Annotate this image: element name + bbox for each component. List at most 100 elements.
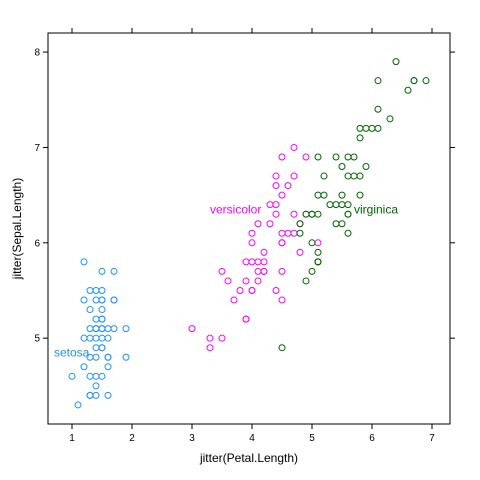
data-point-virginica bbox=[338, 191, 346, 199]
data-point-setosa bbox=[92, 391, 100, 399]
data-point-versicolor bbox=[296, 248, 304, 256]
data-point-virginica bbox=[344, 201, 352, 209]
data-point-setosa bbox=[80, 258, 88, 266]
data-point-versicolor bbox=[272, 210, 280, 218]
data-point-setosa bbox=[104, 363, 112, 371]
data-point-virginica bbox=[296, 220, 304, 228]
data-point-versicolor bbox=[254, 277, 262, 285]
data-point-setosa bbox=[92, 325, 100, 333]
data-point-versicolor bbox=[290, 172, 298, 180]
data-point-setosa bbox=[80, 334, 88, 342]
data-point-versicolor bbox=[206, 344, 214, 352]
data-point-versicolor bbox=[260, 248, 268, 256]
data-point-virginica bbox=[362, 163, 370, 171]
data-point-versicolor bbox=[242, 258, 250, 266]
data-point-virginica bbox=[308, 267, 316, 275]
y-tick-label: 8 bbox=[34, 48, 40, 59]
data-point-versicolor bbox=[284, 229, 292, 237]
data-point-versicolor bbox=[218, 334, 226, 342]
y-tick-label: 6 bbox=[34, 238, 40, 249]
x-tick-label: 2 bbox=[129, 433, 135, 444]
data-point-versicolor bbox=[224, 277, 232, 285]
x-tick-label: 7 bbox=[429, 433, 435, 444]
data-point-setosa bbox=[92, 296, 100, 304]
data-point-versicolor bbox=[248, 229, 256, 237]
data-point-versicolor bbox=[236, 286, 244, 294]
data-point-virginica bbox=[392, 58, 400, 66]
data-point-virginica bbox=[320, 191, 328, 199]
data-point-versicolor bbox=[266, 220, 274, 228]
data-point-virginica bbox=[374, 105, 382, 113]
y-tick-label: 7 bbox=[34, 143, 40, 154]
data-point-virginica bbox=[368, 124, 376, 132]
data-point-setosa bbox=[98, 315, 106, 323]
x-axis-title: jitter(Petal.Length) bbox=[199, 451, 298, 465]
data-point-virginica bbox=[338, 201, 346, 209]
data-point-versicolor bbox=[218, 267, 226, 275]
data-points bbox=[68, 58, 430, 409]
data-point-virginica bbox=[344, 210, 352, 218]
data-point-versicolor bbox=[284, 182, 292, 190]
data-point-virginica bbox=[314, 191, 322, 199]
data-point-virginica bbox=[356, 134, 364, 142]
data-point-setosa bbox=[98, 267, 106, 275]
series-label-setosa: setosa bbox=[54, 345, 90, 359]
data-point-setosa bbox=[80, 363, 88, 371]
axis-ticks: 1 2 3 4 5 6 7 5 6 7 8 bbox=[34, 28, 455, 444]
data-point-versicolor bbox=[278, 267, 286, 275]
data-point-virginica bbox=[344, 153, 352, 161]
data-point-versicolor bbox=[188, 325, 196, 333]
data-point-virginica bbox=[422, 77, 430, 85]
data-point-virginica bbox=[356, 191, 364, 199]
data-point-setosa bbox=[74, 401, 82, 409]
data-point-versicolor bbox=[242, 277, 250, 285]
data-point-virginica bbox=[296, 229, 304, 237]
data-point-setosa bbox=[110, 267, 118, 275]
data-point-versicolor bbox=[260, 267, 268, 275]
data-point-setosa bbox=[98, 296, 106, 304]
data-point-setosa bbox=[98, 306, 106, 314]
data-point-setosa bbox=[122, 325, 130, 333]
data-point-setosa bbox=[92, 382, 100, 390]
data-point-virginica bbox=[410, 77, 418, 85]
data-point-virginica bbox=[404, 86, 412, 94]
data-point-versicolor bbox=[290, 210, 298, 218]
data-point-setosa bbox=[98, 344, 106, 352]
data-point-virginica bbox=[338, 163, 346, 171]
data-point-versicolor bbox=[314, 239, 322, 247]
data-point-virginica bbox=[326, 201, 334, 209]
data-point-versicolor bbox=[278, 191, 286, 199]
data-point-setosa bbox=[98, 325, 106, 333]
data-point-versicolor bbox=[206, 334, 214, 342]
data-point-versicolor bbox=[248, 239, 256, 247]
data-point-virginica bbox=[338, 220, 346, 228]
data-point-virginica bbox=[386, 115, 394, 123]
data-point-virginica bbox=[314, 258, 322, 266]
data-point-virginica bbox=[344, 229, 352, 237]
data-point-virginica bbox=[302, 277, 310, 285]
data-point-versicolor bbox=[266, 201, 274, 209]
data-point-setosa bbox=[80, 296, 88, 304]
data-point-versicolor bbox=[230, 296, 238, 304]
y-tick-label: 5 bbox=[34, 334, 40, 345]
data-point-setosa bbox=[92, 344, 100, 352]
data-point-virginica bbox=[314, 210, 322, 218]
data-point-virginica bbox=[374, 77, 382, 85]
data-point-versicolor bbox=[272, 182, 280, 190]
data-point-setosa bbox=[98, 334, 106, 342]
x-tick-label: 1 bbox=[69, 433, 75, 444]
data-point-virginica bbox=[356, 124, 364, 132]
data-point-versicolor bbox=[278, 239, 286, 247]
plot-frame bbox=[47, 32, 451, 425]
data-point-versicolor bbox=[272, 201, 280, 209]
series-label-virginica: virginica bbox=[354, 202, 398, 216]
data-point-versicolor bbox=[278, 229, 286, 237]
data-point-setosa bbox=[110, 296, 118, 304]
data-point-versicolor bbox=[290, 229, 298, 237]
data-point-versicolor bbox=[242, 315, 250, 323]
data-point-versicolor bbox=[278, 296, 286, 304]
data-point-virginica bbox=[314, 248, 322, 256]
data-point-virginica bbox=[350, 172, 358, 180]
series-label-versicolor: versicolor bbox=[210, 202, 261, 216]
